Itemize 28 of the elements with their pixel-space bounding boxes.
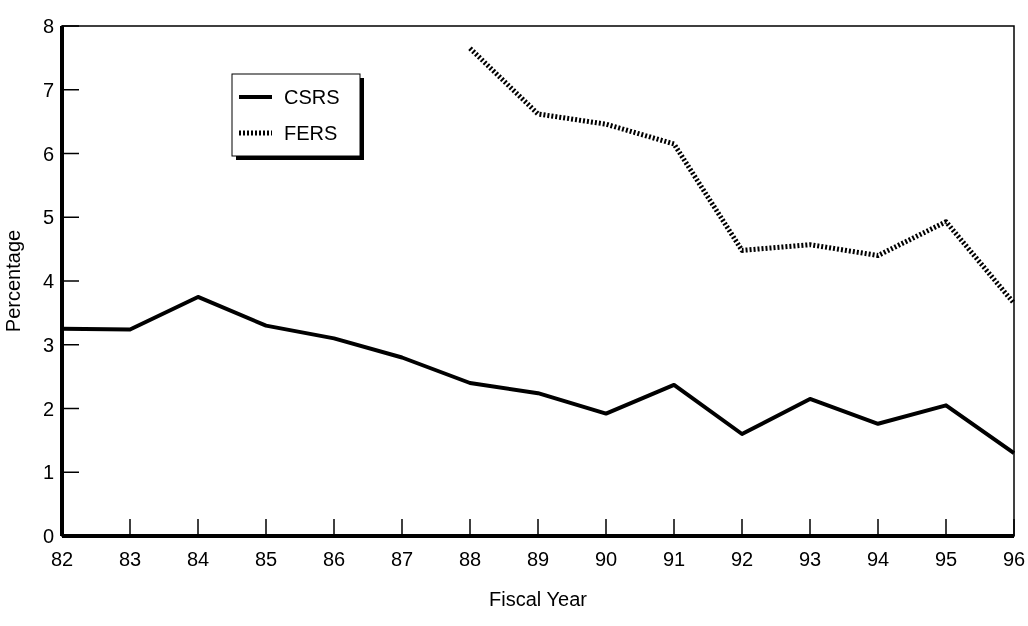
x-tick-label: 86 bbox=[322, 548, 346, 570]
x-tick-label: 94 bbox=[866, 548, 890, 570]
x-tick-label: 88 bbox=[458, 548, 482, 570]
y-tick-label: 8 bbox=[42, 15, 54, 37]
y-tick-label: 2 bbox=[42, 397, 54, 420]
y-tick-label: 3 bbox=[42, 333, 54, 356]
y-tick-label: 6 bbox=[42, 142, 54, 165]
y-tick-label: 0 bbox=[42, 525, 54, 547]
x-tick-label: 91 bbox=[662, 548, 686, 570]
x-tick-label: 95 bbox=[934, 548, 958, 570]
y-tick-label: 5 bbox=[42, 206, 54, 229]
x-tick-label: 89 bbox=[526, 548, 550, 570]
x-tick-label: 93 bbox=[798, 548, 822, 570]
x-tick-label: 96 bbox=[1002, 548, 1026, 570]
y-tick-label: 7 bbox=[42, 78, 54, 101]
y-tick-label: 1 bbox=[42, 461, 54, 484]
x-tick-label: 84 bbox=[186, 548, 210, 570]
x-tick-label: 90 bbox=[594, 548, 618, 570]
x-tick-label: 85 bbox=[254, 548, 278, 570]
x-tick-label: 92 bbox=[730, 548, 754, 570]
y-tick-label: 4 bbox=[42, 270, 54, 292]
x-tick-label: 83 bbox=[118, 548, 142, 570]
x-axis-title: Fiscal Year bbox=[489, 588, 588, 610]
y-axis-title: Percentage bbox=[2, 229, 24, 333]
legend-label: FERS bbox=[284, 122, 338, 144]
x-tick-label: 82 bbox=[50, 548, 74, 570]
legend-label: CSRS bbox=[284, 86, 340, 108]
x-tick-label: 87 bbox=[390, 548, 414, 570]
